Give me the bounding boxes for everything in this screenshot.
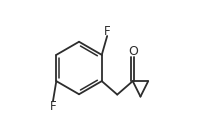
Text: F: F xyxy=(104,25,110,38)
Text: O: O xyxy=(128,45,138,58)
Text: F: F xyxy=(50,100,57,113)
